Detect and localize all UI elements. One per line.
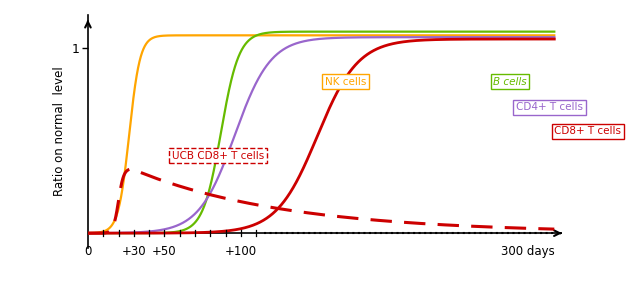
Text: NK cells: NK cells: [325, 77, 366, 86]
Text: 300 days: 300 days: [501, 245, 555, 258]
Text: +50: +50: [152, 245, 177, 258]
Text: 0: 0: [84, 245, 92, 258]
Text: UCB CD8+ T cells: UCB CD8+ T cells: [172, 151, 265, 160]
Text: +30: +30: [121, 245, 146, 258]
Text: +100: +100: [225, 245, 257, 258]
Y-axis label: Ratio on normal  level: Ratio on normal level: [53, 67, 66, 196]
Text: CD8+ T cells: CD8+ T cells: [555, 127, 621, 137]
Text: B cells: B cells: [493, 77, 527, 86]
Text: CD4+ T cells: CD4+ T cells: [516, 102, 583, 113]
